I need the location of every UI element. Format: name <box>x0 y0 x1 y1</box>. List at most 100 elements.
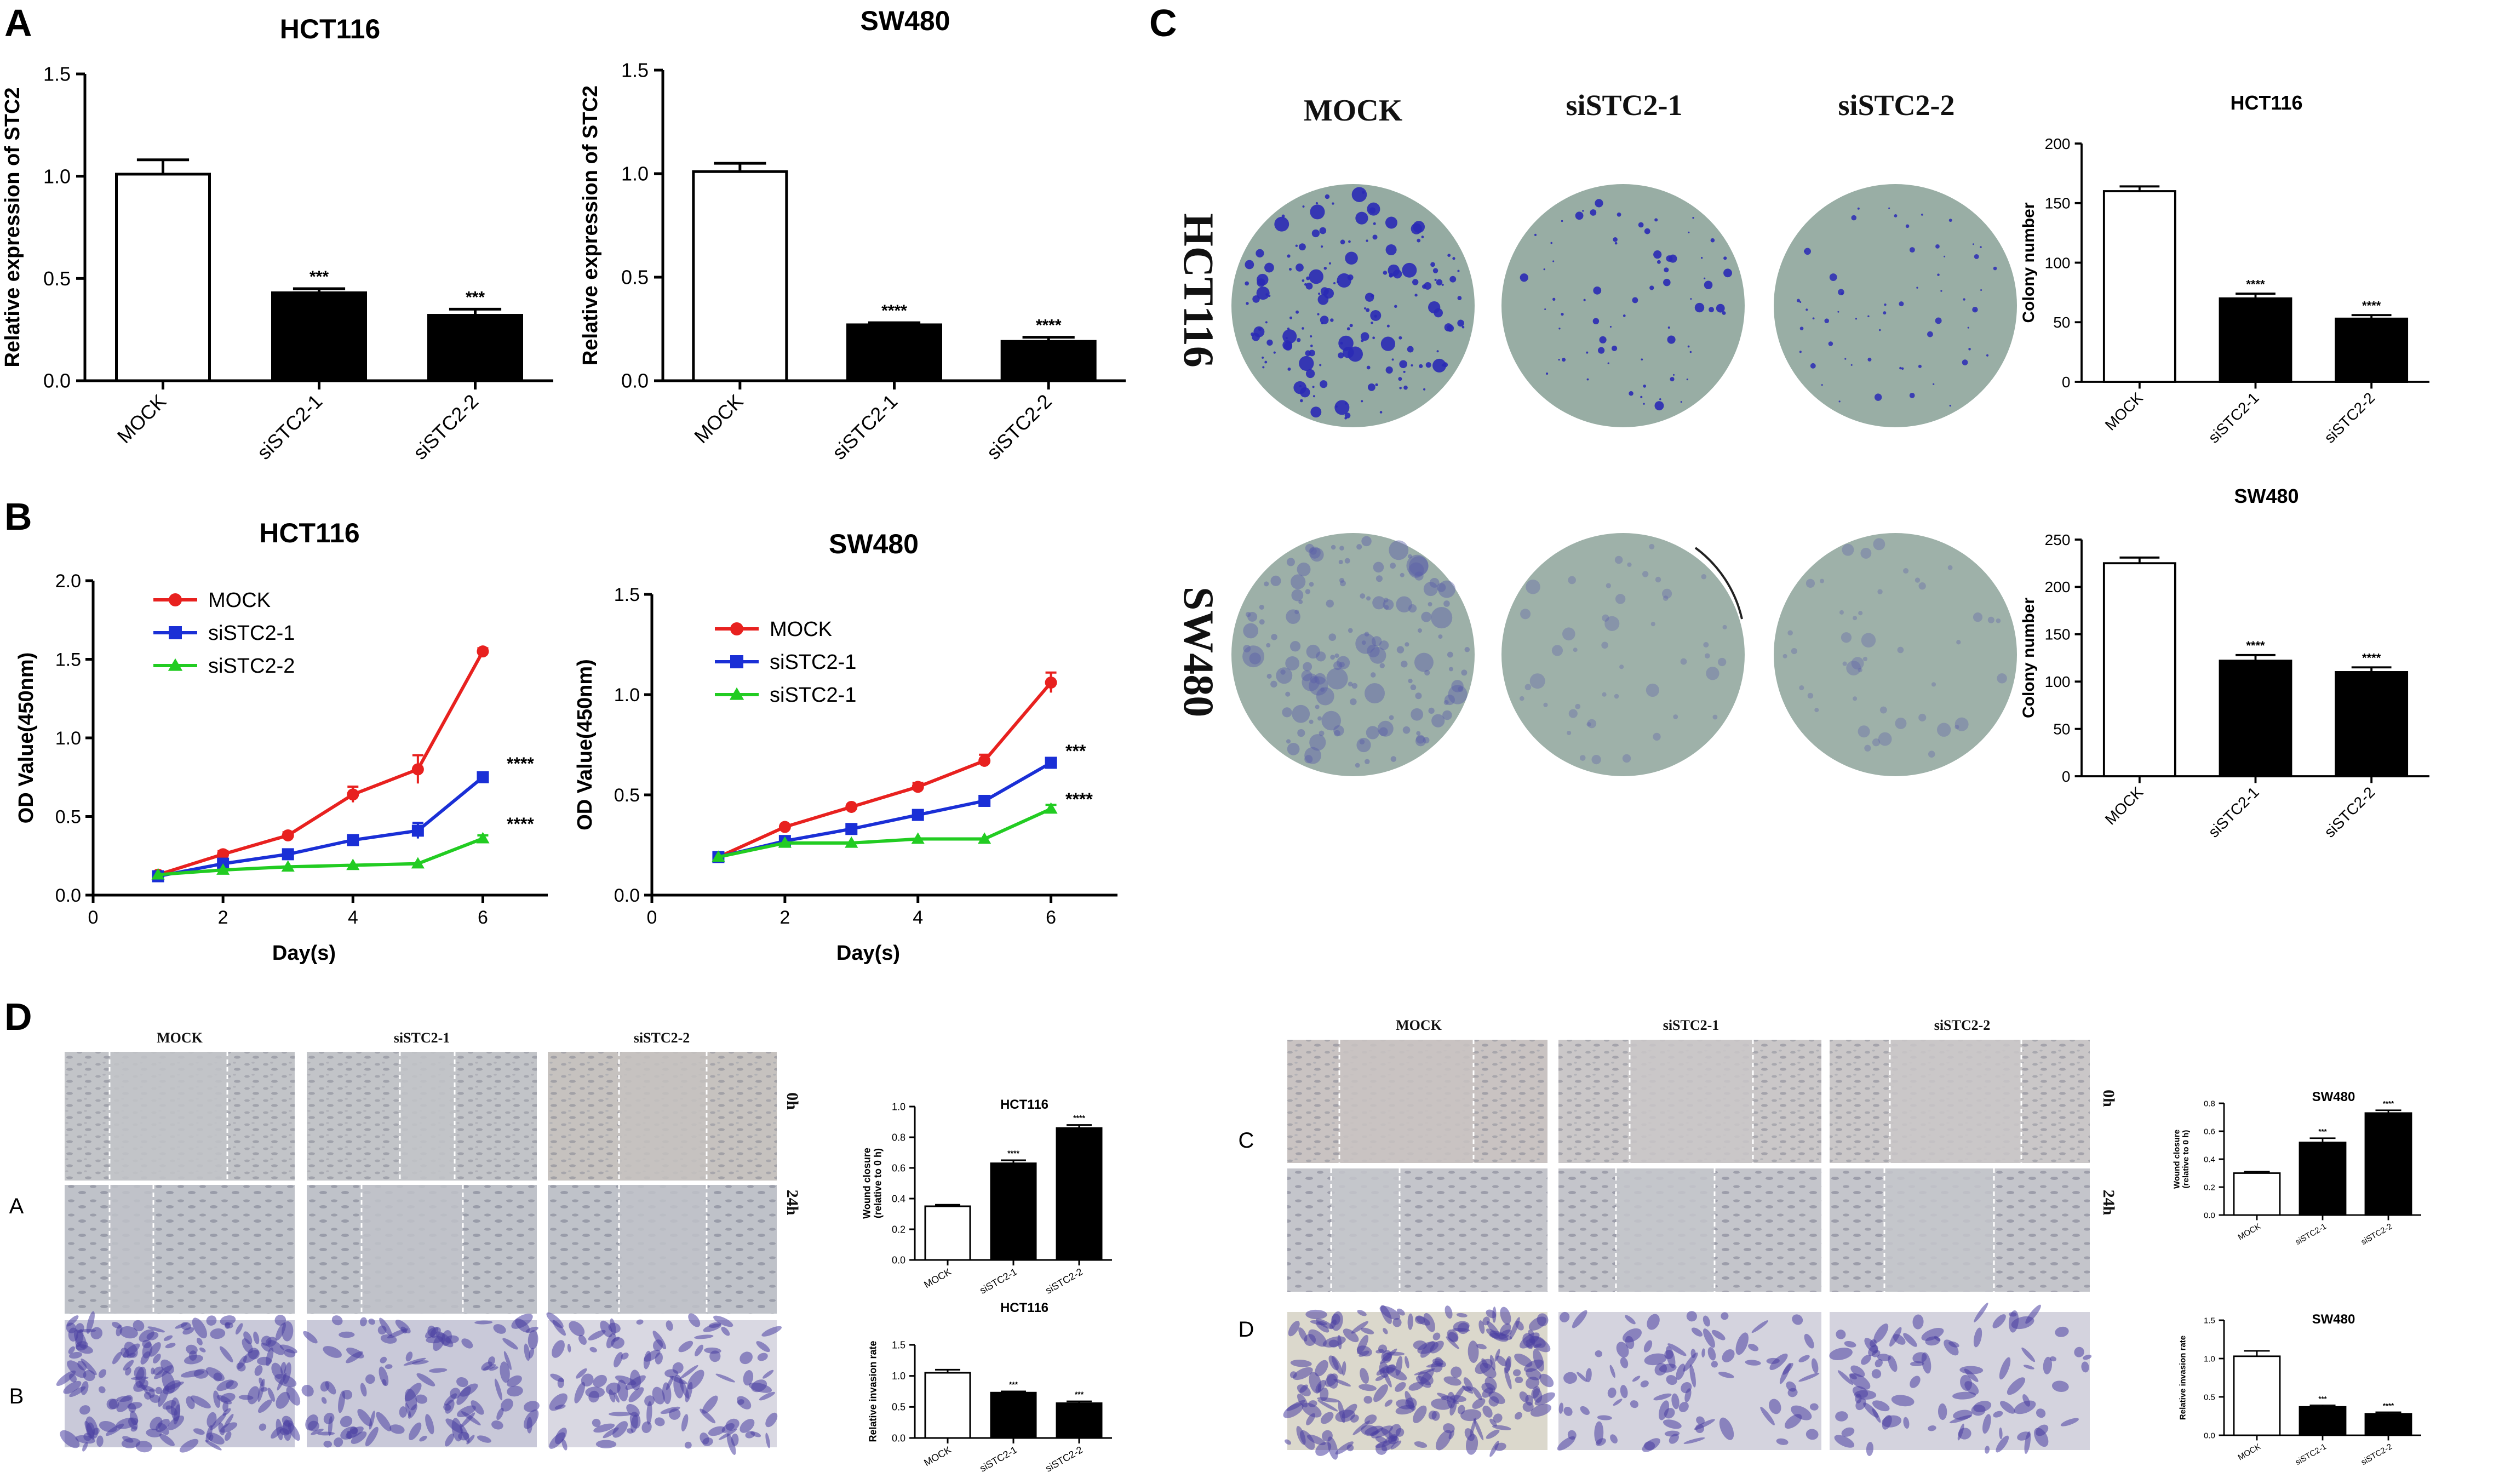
invaded-cell <box>702 1437 713 1446</box>
invaded-cell <box>1664 1408 1675 1419</box>
y-tick-label: 1.0 <box>43 165 71 187</box>
colony <box>1366 726 1379 740</box>
micrograph-texture <box>1287 1168 1547 1292</box>
colony <box>1339 580 1346 587</box>
invaded-cell <box>1850 1365 1865 1377</box>
colony <box>1452 257 1455 260</box>
y-tick-label: 1.5 <box>621 59 649 82</box>
data-point <box>978 794 991 807</box>
invaded-cell <box>1695 1424 1704 1434</box>
invaded-cell <box>86 1311 95 1334</box>
colony <box>1379 640 1389 650</box>
invaded-cell <box>1558 1402 1564 1414</box>
data-point <box>169 626 182 639</box>
invaded-cell <box>123 1343 140 1358</box>
colony <box>1320 380 1328 388</box>
colony <box>1562 358 1566 362</box>
colony <box>1519 696 1524 701</box>
colony <box>1338 352 1344 359</box>
colony <box>1328 633 1337 641</box>
invaded-cell <box>1751 1320 1769 1333</box>
colony <box>1858 611 1863 616</box>
invaded-cell <box>1993 1411 2003 1418</box>
colony <box>1609 325 1612 328</box>
colony <box>1703 642 1709 648</box>
colony <box>1399 360 1407 369</box>
plate-hct116-mock <box>1231 184 1475 427</box>
colony <box>1653 732 1661 741</box>
invaded-cell <box>1664 1350 1673 1360</box>
colony <box>1561 220 1563 222</box>
invaded-cell <box>85 1416 98 1439</box>
colony <box>1331 545 1336 550</box>
colony <box>1710 238 1715 243</box>
invaded-cell <box>308 1420 319 1431</box>
colony <box>1390 563 1396 569</box>
colony <box>1722 311 1726 315</box>
invaded-cell <box>1912 1352 1927 1363</box>
colony <box>1442 710 1452 720</box>
colony <box>1443 700 1449 705</box>
colony <box>1417 628 1422 633</box>
invaded-cell <box>1296 1426 1306 1445</box>
wound-24h-right <box>1287 1168 1547 1292</box>
invaded-cell <box>1456 1313 1468 1317</box>
bar-sistc2-1 <box>271 291 367 382</box>
colony <box>1266 339 1273 346</box>
invaded-cell <box>311 1429 324 1435</box>
invaded-cell <box>1375 1349 1384 1354</box>
colony <box>1302 327 1304 330</box>
invaded-cell <box>608 1412 632 1417</box>
invaded-cell <box>127 1402 142 1409</box>
colony <box>1586 351 1589 354</box>
invaded-cell <box>1676 1363 1686 1380</box>
series-line <box>718 807 1052 859</box>
colony <box>1853 616 1858 621</box>
colony <box>1286 609 1300 624</box>
invaded-cell <box>1441 1395 1449 1400</box>
colony <box>1918 364 1922 368</box>
colony <box>1851 657 1864 670</box>
colony <box>1423 388 1426 391</box>
wound-header-si2-left: siSTC2-2 <box>634 1030 690 1046</box>
colony <box>1262 366 1265 369</box>
colony <box>1264 360 1268 364</box>
invaded-cell <box>1351 1321 1369 1334</box>
colony <box>1416 731 1421 736</box>
time-0h-left: 0h <box>783 1092 801 1110</box>
invaded-cell <box>340 1416 353 1428</box>
y-axis-label-2: (relative to 0 h) <box>872 1148 883 1218</box>
y-tick-label: 1.0 <box>621 163 649 185</box>
invaded-cell <box>405 1402 411 1417</box>
colony <box>1411 223 1422 234</box>
invaded-cell <box>1383 1370 1392 1388</box>
wound-invasion-images-hct116: MOCK siSTC2-1 siSTC2-2 0h 24h A B <box>9 1030 801 1456</box>
colony <box>1271 634 1277 640</box>
colony <box>1524 684 1532 691</box>
colony <box>1310 406 1322 418</box>
invaded-cell <box>2022 1394 2031 1407</box>
invaded-cell <box>702 1395 718 1414</box>
colony <box>1344 412 1351 419</box>
invaded-cell <box>756 1341 770 1353</box>
colony <box>1348 628 1353 633</box>
colony <box>1862 656 1867 661</box>
series-line <box>158 836 484 876</box>
colony <box>1838 400 1841 403</box>
invaded-cell <box>225 1431 232 1441</box>
data-point <box>730 655 743 668</box>
colony <box>1379 663 1385 668</box>
invaded-cell <box>1285 1439 1292 1445</box>
colony <box>1444 694 1455 706</box>
data-point <box>1045 677 1057 689</box>
invaded-cell <box>1787 1388 1798 1397</box>
invaded-cell <box>1891 1395 1915 1407</box>
invaded-cell <box>740 1419 755 1433</box>
colony <box>1438 580 1456 598</box>
colony <box>1409 556 1429 576</box>
invaded-cell <box>1530 1403 1552 1417</box>
invaded-cell <box>254 1365 263 1376</box>
colony <box>1799 301 1802 303</box>
invaded-cell <box>237 1355 247 1370</box>
colony <box>1655 576 1661 583</box>
